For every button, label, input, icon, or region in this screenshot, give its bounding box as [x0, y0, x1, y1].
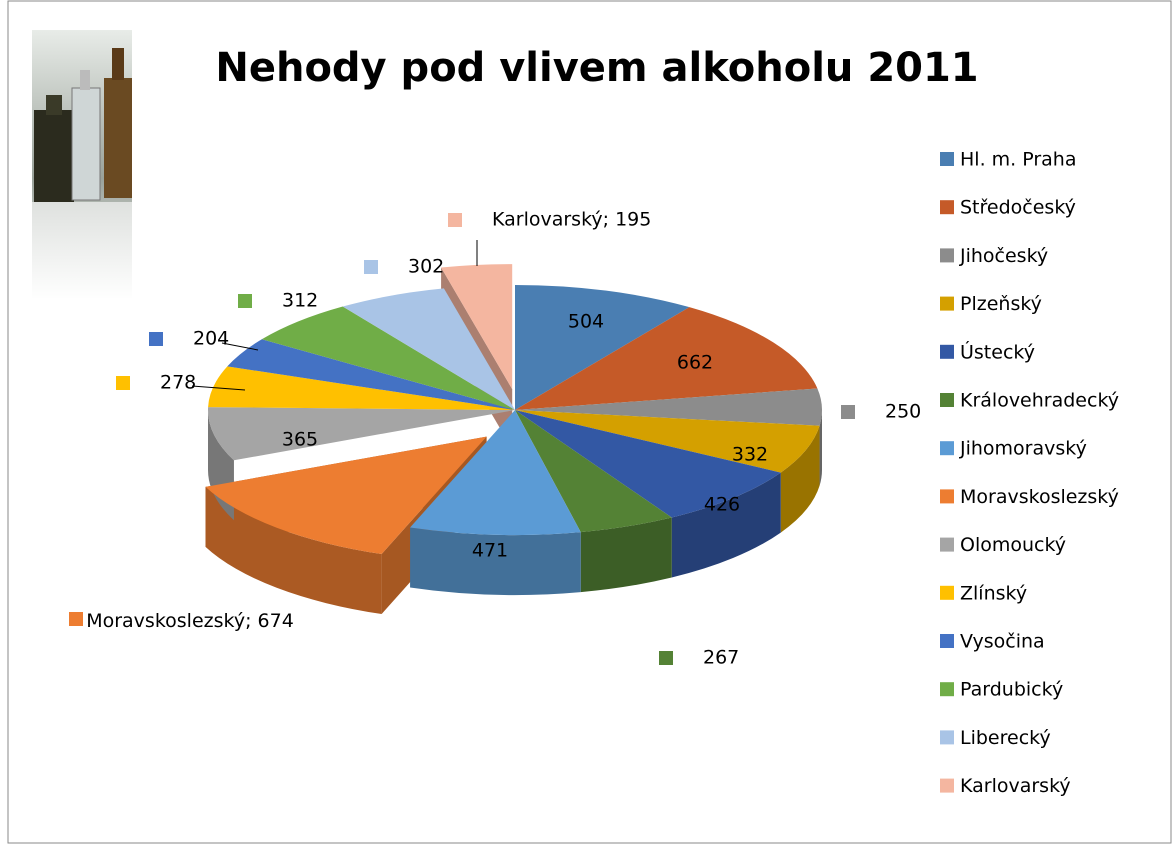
- legend-label: Olomoucký: [960, 534, 1066, 556]
- bottle-photo: [32, 30, 132, 300]
- data-label: 204: [193, 328, 229, 350]
- label-key: [659, 651, 673, 665]
- legend-label: Jihočeský: [959, 245, 1048, 267]
- legend-key: [940, 200, 954, 214]
- legend-label: Jihomoravský: [959, 438, 1087, 460]
- data-label: 471: [472, 540, 508, 562]
- legend-key: [940, 538, 954, 552]
- label-key: [448, 213, 462, 227]
- legend-label: Liberecký: [960, 727, 1051, 749]
- legend-key: [940, 730, 954, 744]
- legend-label: Zlínský: [960, 582, 1027, 604]
- legend-key: [940, 297, 954, 311]
- legend-label: Plzeňský: [960, 293, 1042, 315]
- legend-key: [940, 441, 954, 455]
- data-label: 267: [703, 647, 739, 669]
- legend-key: [940, 779, 954, 793]
- legend-label: Hl. m. Praha: [960, 149, 1077, 171]
- legend-label: Ústecký: [960, 339, 1035, 363]
- legend-key: [940, 586, 954, 600]
- data-label: 426: [704, 494, 740, 516]
- label-key: [149, 332, 163, 346]
- legend-label: Středočeský: [960, 197, 1076, 219]
- data-label: Moravskoslezský; 674: [70, 606, 310, 636]
- legend-label: Pardubický: [960, 679, 1063, 701]
- data-label: 662: [677, 352, 713, 374]
- legend-key: [940, 634, 954, 648]
- legend-key: [940, 345, 954, 359]
- legend-key: [940, 152, 954, 166]
- legend-label: Vysočina: [960, 631, 1045, 653]
- label-key: [116, 376, 130, 390]
- legend-key: [940, 489, 954, 503]
- legend-label: Moravskoslezský: [960, 486, 1119, 508]
- data-label: Karlovarský; 195: [492, 209, 651, 231]
- chart: Nehody pod vlivem alkoholu 2011 504 662 25…: [0, 0, 1172, 844]
- data-label: 250: [885, 401, 921, 423]
- page: Nehody pod vlivem alkoholu 2011 504 662 25…: [0, 0, 1172, 844]
- data-label: 504: [568, 311, 604, 333]
- legend-key: [940, 682, 954, 696]
- label-key: [841, 405, 855, 419]
- data-label: 302: [408, 256, 444, 278]
- label-key: [238, 294, 252, 308]
- legend-label: Karlovarský: [960, 775, 1071, 797]
- chart-title: Nehody pod vlivem alkoholu 2011: [215, 45, 978, 91]
- data-label: 312: [282, 290, 318, 312]
- legend-label: Královehradecký: [960, 390, 1119, 412]
- data-label: 332: [732, 444, 768, 466]
- data-label: 365: [282, 429, 318, 451]
- label-key: [364, 260, 378, 274]
- legend-key: [940, 393, 954, 407]
- data-label: 278: [160, 372, 196, 394]
- legend-key: [940, 248, 954, 262]
